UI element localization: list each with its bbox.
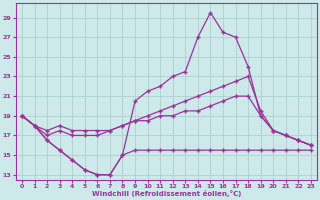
X-axis label: Windchill (Refroidissement éolien,°C): Windchill (Refroidissement éolien,°C) (92, 190, 241, 197)
